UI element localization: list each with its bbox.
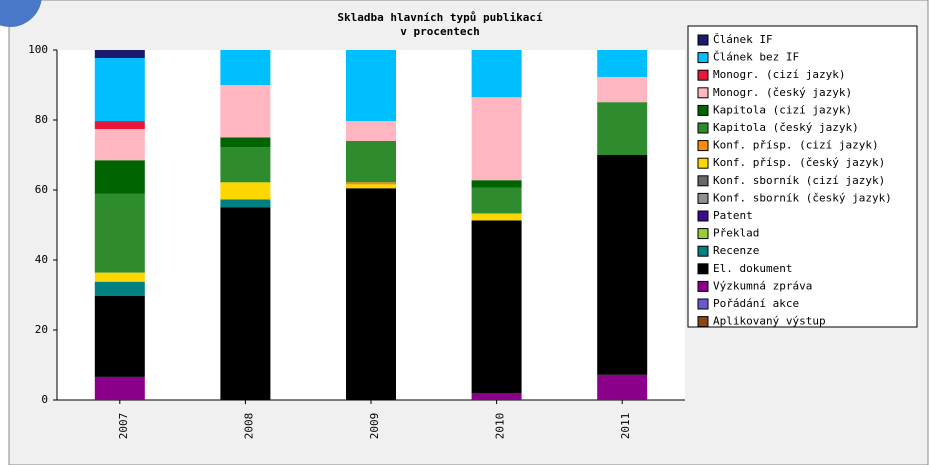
bar-segment	[471, 393, 522, 400]
legend-swatch	[697, 210, 709, 222]
bar-segment	[597, 76, 648, 103]
legend-swatch	[697, 316, 709, 328]
bar-segment	[471, 97, 522, 181]
legend-swatch	[697, 87, 709, 99]
legend-label: Konf. přísp. (český jazyk)	[713, 156, 885, 169]
legend-label: Konf. přísp. (cizí jazyk)	[713, 139, 879, 152]
bar-segment	[346, 188, 396, 400]
bar-segment	[94, 160, 145, 194]
legend-swatch	[697, 192, 709, 204]
bar-segment	[346, 121, 396, 141]
x-tick-label: 2007	[117, 413, 130, 440]
x-tick-label: 2010	[494, 413, 507, 440]
legend-label: Kapitola (cizí jazyk)	[713, 103, 852, 116]
bar-segment	[94, 281, 145, 296]
legend-label: Patent	[713, 209, 753, 222]
legend-label: Článek bez IF	[713, 51, 799, 64]
legend-swatch	[697, 245, 709, 257]
bar-segment	[220, 147, 271, 183]
y-tick-label: 20	[35, 323, 48, 336]
bar-segment	[346, 182, 396, 185]
legend-swatch	[697, 157, 709, 169]
x-tick-label: 2008	[242, 413, 255, 440]
bar-segment	[471, 50, 522, 98]
y-tick-label: 0	[41, 393, 48, 406]
legend-swatch	[697, 52, 709, 64]
legend-label: Kapitola (český jazyk)	[713, 121, 859, 134]
bar-segment	[220, 137, 271, 148]
legend-label: Monogr. (český jazyk)	[713, 86, 852, 99]
legend-label: El. dokument	[713, 262, 792, 275]
bar-segment	[94, 272, 145, 282]
x-tick-label: 2009	[368, 413, 381, 440]
y-tick-label: 100	[28, 43, 48, 56]
legend-swatch	[697, 104, 709, 116]
legend-swatch	[697, 122, 709, 134]
chart-title: Skladba hlavních typů publikací	[337, 11, 543, 24]
legend-swatch	[697, 280, 709, 292]
legend-swatch	[697, 34, 709, 46]
legend-label: Výzkumná zpráva	[713, 279, 812, 292]
bar-segment	[597, 50, 648, 77]
bar-segment	[220, 85, 271, 138]
legend-label: Monogr. (cizí jazyk)	[713, 68, 845, 81]
y-tick-label: 80	[35, 113, 48, 126]
bar-segment	[597, 102, 648, 155]
bar-segment	[471, 213, 522, 221]
bar-segment	[220, 207, 271, 400]
bar-segment	[220, 182, 271, 200]
legend-swatch	[697, 140, 709, 152]
bar-segment	[94, 50, 145, 59]
x-tick-label: 2011	[619, 413, 632, 440]
legend-label: Konf. sborník (český jazyk)	[713, 191, 892, 204]
bar-segment	[94, 376, 145, 400]
y-tick-label: 40	[35, 253, 48, 266]
bar-segment	[94, 58, 145, 122]
bar-segment	[471, 220, 522, 393]
legend-label: Recenze	[713, 244, 759, 257]
legend-label: Překlad	[713, 227, 759, 240]
bar-segment	[346, 50, 396, 122]
legend-swatch	[697, 228, 709, 240]
legend-label: Článek IF	[713, 33, 773, 46]
bar-segment	[471, 187, 522, 214]
bar-segment	[346, 184, 396, 189]
bar-segment	[94, 193, 145, 273]
legend-swatch	[697, 69, 709, 81]
legend-swatch	[697, 175, 709, 187]
bar-segment	[220, 50, 271, 85]
bar-segment	[597, 374, 648, 400]
bar-segment	[471, 180, 522, 188]
chart-subtitle: v procentech	[400, 25, 479, 38]
bar-segment	[94, 295, 145, 377]
bar-segment	[220, 199, 271, 208]
legend-label: Aplikovaný výstup	[713, 315, 826, 328]
bar-segment	[346, 141, 396, 183]
legend-label: Pořádání akce	[713, 297, 799, 310]
corner-badge	[0, 0, 42, 27]
bar-segment	[597, 155, 648, 375]
bar-segment	[94, 121, 145, 130]
y-tick-label: 60	[35, 183, 48, 196]
legend-swatch	[697, 298, 709, 310]
bar-segment	[94, 129, 145, 161]
legend-box	[687, 25, 918, 328]
legend-swatch	[697, 263, 709, 275]
legend-label: Konf. sborník (cizí jazyk)	[713, 174, 885, 187]
